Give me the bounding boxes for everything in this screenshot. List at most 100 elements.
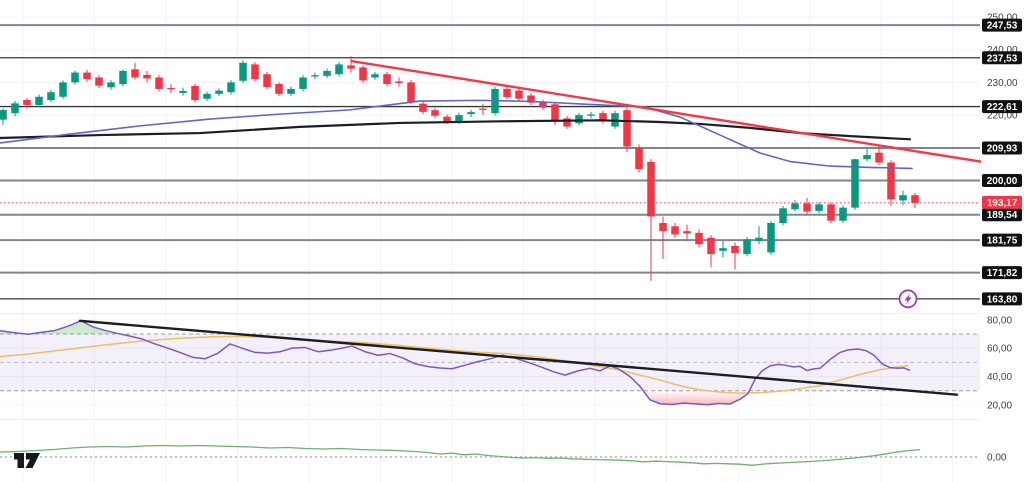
candle [659, 223, 667, 232]
candle [839, 207, 847, 221]
candle [347, 65, 355, 69]
candle [827, 204, 835, 221]
candle [683, 231, 691, 234]
logo-glyph-1 [14, 453, 24, 468]
price-level-badge: 181,75 [982, 233, 1022, 247]
axis-tick-label: 20,00 [987, 400, 1012, 411]
rsi-oversold-fill [643, 390, 750, 405]
candle [719, 248, 727, 251]
candle [443, 116, 451, 122]
price-level-badge: 171,82 [982, 266, 1022, 280]
rsi-trendline[interactable] [78, 319, 959, 396]
candle [875, 152, 883, 163]
axis-tick-label: 240,00 [987, 45, 1018, 56]
candle [851, 159, 859, 208]
candle [743, 239, 751, 255]
main-price-panel[interactable] [0, 24, 984, 300]
ma-fast-line[interactable] [0, 99, 913, 170]
candle [599, 113, 607, 122]
candle [635, 147, 643, 170]
tradingview-logo[interactable] [14, 453, 40, 468]
candle [275, 84, 283, 94]
candle [191, 85, 199, 101]
candle [71, 72, 79, 83]
candle [299, 77, 307, 89]
candle [779, 208, 787, 224]
candle [791, 203, 799, 210]
candle [323, 70, 331, 76]
candle [815, 204, 823, 211]
candle [47, 92, 55, 101]
candle [503, 88, 511, 98]
candle [107, 82, 115, 88]
candle [527, 95, 535, 103]
candle [647, 161, 655, 217]
candle [731, 245, 739, 254]
rsi-panel[interactable] [0, 319, 980, 406]
candle [707, 237, 715, 255]
svg-text:189,54: 189,54 [987, 210, 1018, 221]
ma-slow-line[interactable] [0, 119, 912, 141]
candle [767, 223, 775, 253]
candle [227, 82, 235, 93]
candle [167, 87, 175, 90]
candle [239, 62, 247, 81]
candle [119, 70, 127, 85]
svg-text:171,82: 171,82 [987, 268, 1018, 279]
oscillator-line[interactable] [0, 444, 921, 466]
axis-tick-label: 230,00 [987, 78, 1018, 89]
price-axis[interactable]: 250,00 240,00 230,00 220,00 80,00 60,00 40,00 2… [981, 0, 1024, 482]
svg-text:237,53: 237,53 [987, 53, 1018, 64]
svg-text:247,53: 247,53 [987, 21, 1018, 32]
price-level-badge: 247,53 [982, 18, 1022, 32]
last-price-badge: 193,17 [982, 195, 1022, 209]
candle [563, 118, 571, 127]
price-level-badge: 200,00 [982, 174, 1022, 187]
price-level-badge: 237,53 [982, 51, 1022, 65]
logo-glyph-7 [25, 453, 40, 468]
svg-text:200,00: 200,00 [987, 176, 1018, 187]
bottom-oscillator-panel[interactable] [0, 444, 980, 466]
candle [215, 90, 223, 94]
candle [203, 93, 211, 99]
candle [59, 82, 67, 97]
candle [23, 100, 31, 105]
candle [467, 112, 475, 115]
price-level-badge: 222,61 [982, 100, 1022, 114]
candle [671, 226, 679, 235]
rsi-signal-line[interactable] [0, 335, 909, 394]
svg-text:209,93: 209,93 [987, 144, 1018, 155]
candle [383, 74, 391, 85]
candle [407, 82, 415, 103]
candle [395, 81, 403, 84]
candle [131, 69, 139, 78]
candle [863, 154, 871, 160]
lightning-bolt-glyph [904, 293, 912, 305]
candle [0, 109, 7, 120]
svg-text:181,75: 181,75 [987, 236, 1018, 247]
candle [899, 195, 907, 201]
candle [551, 104, 559, 122]
svg-text:193,17: 193,17 [987, 198, 1018, 209]
candle [11, 103, 19, 114]
candle [539, 102, 547, 108]
candle [755, 237, 763, 241]
price-level-badge: 189,54 [982, 208, 1022, 222]
candle [335, 64, 343, 75]
svg-text:222,61: 222,61 [987, 102, 1018, 113]
candle [431, 110, 439, 116]
axis-tick-label: 40,00 [987, 372, 1012, 383]
rsi-line[interactable] [0, 320, 911, 406]
candle [359, 67, 367, 81]
candle [479, 108, 487, 110]
candle [575, 115, 583, 124]
descending-trendline[interactable] [350, 59, 984, 164]
lightning-event-marker[interactable] [898, 289, 918, 309]
candle [95, 77, 103, 86]
candle [263, 74, 271, 87]
candle [515, 90, 523, 99]
candle [911, 195, 919, 203]
candle [695, 232, 703, 245]
